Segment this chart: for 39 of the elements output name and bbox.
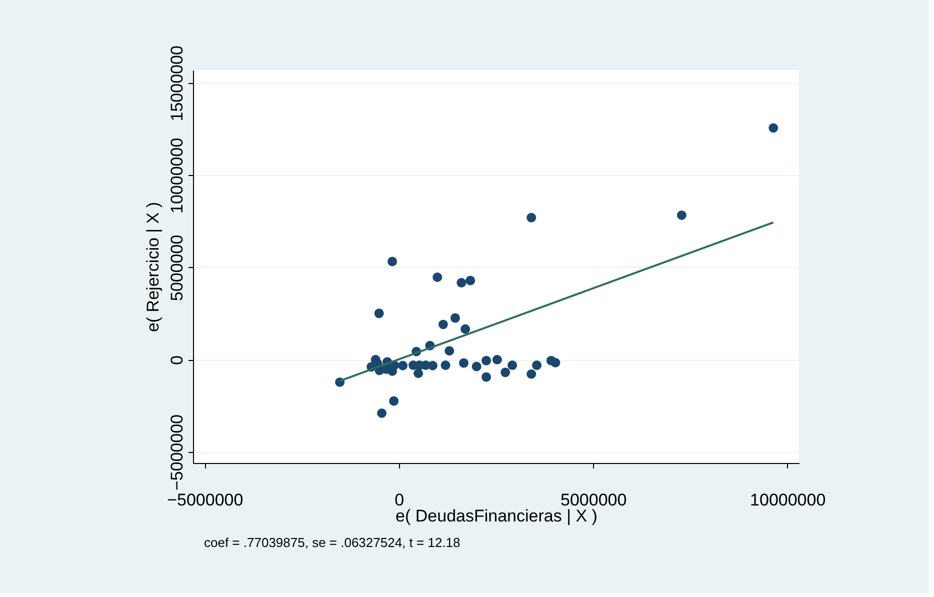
x-tick-label: 10000000: [750, 490, 826, 510]
point: [472, 362, 482, 372]
point: [398, 360, 408, 370]
point: [550, 358, 560, 368]
point: [438, 320, 448, 330]
point: [500, 368, 510, 378]
point: [460, 324, 470, 334]
point: [676, 210, 686, 220]
y-tick-label: 15000000: [168, 46, 186, 122]
point: [389, 396, 399, 406]
point: [508, 360, 518, 370]
y-tick-label: 10000000: [168, 138, 186, 214]
y-axis-title: e( Rejercicio | X ): [144, 202, 162, 332]
point: [377, 408, 387, 418]
point: [440, 360, 450, 370]
x-tick-label: 5000000: [560, 490, 627, 510]
point: [532, 360, 542, 370]
point: [466, 276, 476, 286]
point: [450, 313, 460, 323]
point: [432, 272, 442, 282]
point: [526, 369, 536, 379]
y-tick-label: 0: [168, 355, 186, 365]
point: [388, 256, 398, 266]
point: [482, 356, 492, 366]
point: [456, 278, 466, 288]
point: [428, 360, 438, 370]
point: [526, 212, 536, 222]
point: [444, 346, 454, 356]
y-tick-label: 5000000: [168, 234, 186, 302]
point: [482, 372, 492, 382]
point: [374, 308, 384, 318]
point: [768, 123, 778, 133]
point: [459, 358, 468, 368]
x-tick-label: 0: [394, 490, 404, 510]
point: [414, 368, 424, 378]
text: coef = .77039875, se = .06327524, t = 12.18: [204, 535, 460, 550]
point: [381, 364, 391, 374]
x-axis-title: e( DeudasFinancieras | X ): [396, 506, 598, 526]
point: [492, 354, 502, 364]
